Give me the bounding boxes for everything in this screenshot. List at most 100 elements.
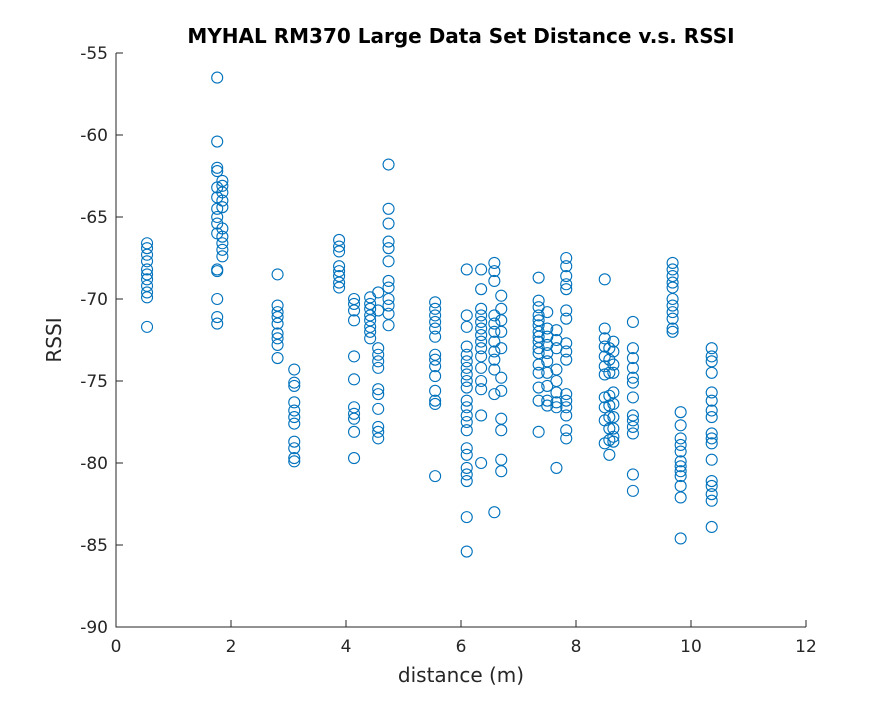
- data-point: [475, 302, 488, 315]
- data-point: [560, 260, 573, 273]
- data-point: [705, 488, 718, 501]
- data-point: [216, 179, 229, 192]
- data-point: [460, 409, 473, 422]
- x-tick-label: 12: [795, 637, 817, 657]
- data-point: [495, 465, 508, 478]
- data-point: [429, 322, 442, 335]
- data-point: [532, 381, 545, 394]
- data-point: [488, 317, 501, 330]
- data-point: [347, 373, 361, 386]
- data-point: [674, 532, 687, 545]
- data-point: [333, 281, 346, 294]
- y-axis: -55 -60 -65 -70 -75 -80 -85 -90: [80, 44, 123, 638]
- data-point: [141, 286, 154, 299]
- y-tick-label: -65: [80, 208, 108, 228]
- data-point: [626, 484, 639, 497]
- data-point: [532, 358, 545, 371]
- data-point: [626, 361, 639, 374]
- data-point: [705, 394, 718, 407]
- data-point: [288, 455, 301, 468]
- data-point: [550, 324, 563, 337]
- data-point: [475, 456, 488, 470]
- data-point: [271, 310, 284, 324]
- data-point: [288, 452, 301, 465]
- data-point: [211, 161, 224, 174]
- x-tick-label: 2: [226, 637, 237, 657]
- data-point: [141, 320, 154, 333]
- data-point: [541, 338, 554, 351]
- x-axis-label: distance (m): [398, 663, 524, 687]
- data-point: [429, 315, 442, 329]
- data-point: [271, 268, 284, 281]
- data-point: [598, 360, 611, 373]
- data-point: [705, 404, 718, 417]
- data-point: [607, 358, 620, 371]
- data-point: [495, 325, 508, 338]
- data-point: [666, 299, 679, 312]
- data-point: [488, 274, 501, 288]
- data-point: [382, 217, 395, 230]
- data-point: [141, 263, 154, 276]
- data-point: [429, 470, 442, 483]
- data-point: [666, 256, 679, 269]
- data-point: [141, 255, 154, 268]
- y-axis-label: RSSI: [42, 317, 66, 362]
- data-point: [607, 397, 620, 411]
- data-point: [626, 414, 639, 427]
- data-point: [626, 391, 639, 404]
- data-point: [216, 230, 229, 243]
- data-point: [541, 366, 554, 379]
- data-point: [495, 424, 508, 437]
- data-point: [607, 422, 620, 435]
- data-point: [475, 263, 488, 276]
- data-point: [626, 376, 639, 389]
- data-point: [211, 165, 224, 178]
- data-point: [674, 406, 687, 419]
- data-point: [705, 494, 718, 507]
- data-point: [550, 461, 563, 474]
- data-point: [488, 506, 501, 519]
- y-tick-label: -90: [80, 618, 108, 638]
- data-point: [475, 309, 488, 322]
- data-point: [541, 394, 554, 407]
- data-point: [475, 374, 488, 388]
- data-point: [532, 425, 545, 438]
- data-point: [141, 242, 154, 255]
- data-point: [607, 335, 620, 348]
- data-point: [372, 342, 385, 355]
- data-point: [429, 309, 442, 322]
- data-point: [347, 412, 361, 425]
- data-point: [603, 366, 616, 379]
- data-point: [488, 363, 501, 376]
- data-point: [460, 320, 473, 333]
- data-point: [460, 374, 473, 388]
- data-point: [460, 368, 473, 381]
- data-point: [382, 274, 395, 288]
- data-point: [560, 278, 573, 291]
- data-point: [347, 304, 361, 317]
- data-point: [674, 445, 687, 458]
- data-point: [550, 401, 563, 414]
- data-point: [429, 353, 442, 366]
- data-point: [560, 401, 573, 414]
- data-point: [560, 388, 573, 401]
- data-point: [475, 409, 488, 422]
- data-point: [560, 251, 573, 265]
- data-point: [705, 432, 718, 445]
- data-point: [216, 222, 229, 235]
- data-point: [495, 342, 508, 355]
- data-point: [382, 242, 395, 255]
- y-tick-label: -60: [80, 126, 108, 146]
- data-point: [347, 314, 361, 327]
- data-point: [475, 283, 488, 296]
- data-point: [705, 453, 718, 466]
- data-point: [429, 360, 442, 373]
- data-point: [666, 325, 679, 338]
- data-point: [347, 297, 361, 310]
- data-point: [541, 330, 554, 343]
- data-point: [626, 342, 639, 355]
- data-point: [460, 474, 473, 488]
- x-tick-label: 10: [680, 637, 702, 657]
- y-tick-label: -85: [80, 536, 108, 556]
- data-point: [429, 302, 442, 315]
